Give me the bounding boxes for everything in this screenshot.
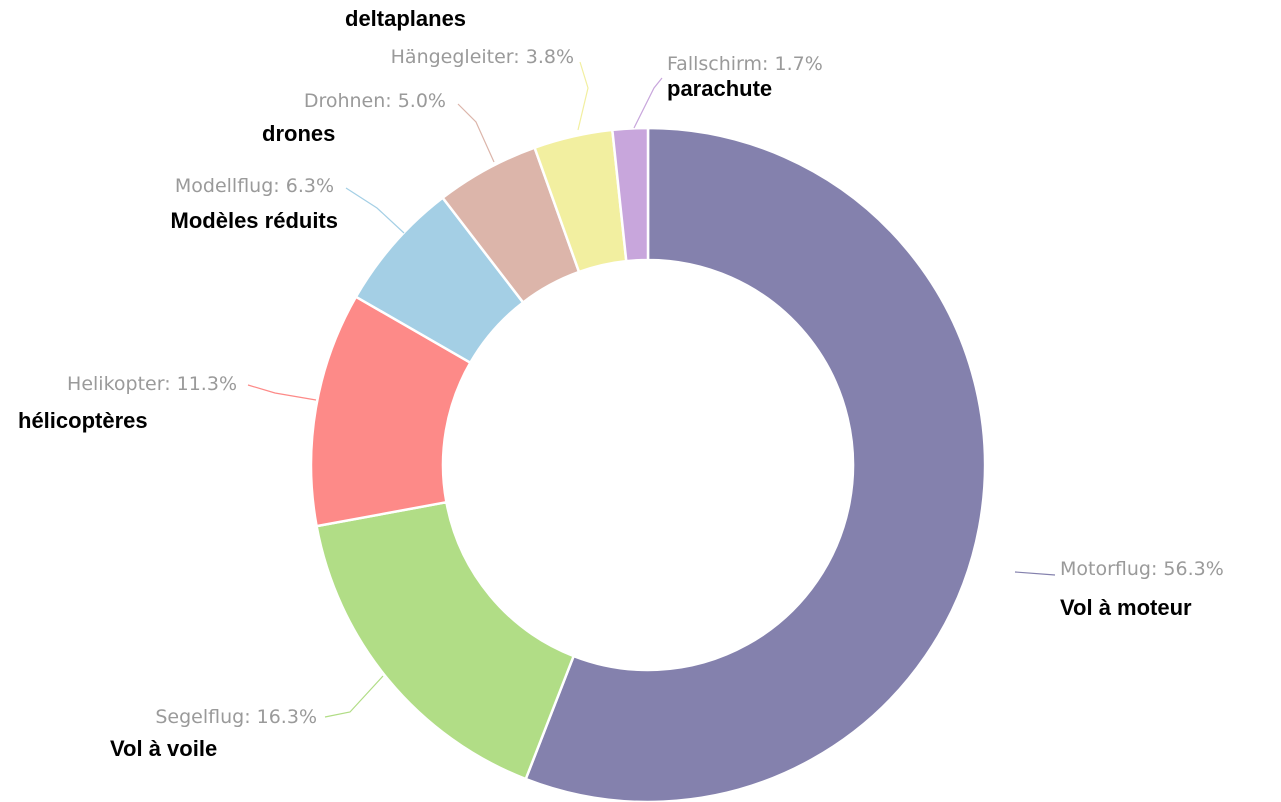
slice-label-modellflug: Modellflug: 6.3% — [175, 175, 334, 197]
donut-slices — [309, 126, 987, 802]
translation-label-drohnen: drones — [262, 121, 335, 146]
slice-label-h-ngegleiter: Hängegleiter: 3.8% — [391, 46, 574, 68]
translation-label-h-ngegleiter: deltaplanes — [345, 6, 466, 31]
leader-lines — [247, 61, 1056, 718]
translation-label-motorflug: Vol à moteur — [1060, 595, 1192, 620]
slice-segelflug[interactable] — [315, 500, 575, 781]
leader-line-modellflug — [345, 187, 405, 234]
translation-label-helikopter: hélicoptères — [18, 408, 148, 433]
translation-label-fallschirm: parachute — [667, 76, 772, 101]
slice-label-fallschirm: Fallschirm: 1.7% — [667, 53, 823, 75]
slice-label-motorflug: Motorflug: 56.3% — [1060, 558, 1224, 580]
leader-line-h-ngegleiter — [577, 61, 589, 131]
slice-label-drohnen: Drohnen: 5.0% — [304, 90, 446, 112]
slice-labels: Motorflug: 56.3% Vol à moteur Segelflug: 1… — [18, 6, 1224, 761]
leader-line-drohnen — [457, 103, 495, 163]
leader-line-segelflug — [324, 675, 384, 718]
leader-line-helikopter — [247, 384, 317, 401]
translation-label-segelflug: Vol à voile — [110, 736, 217, 761]
slice-fallschirm[interactable] — [611, 126, 650, 263]
slice-label-helikopter: Helikopter: 11.3% — [67, 373, 237, 395]
leader-line-fallschirm — [633, 77, 663, 129]
leader-line-motorflug — [1014, 571, 1056, 576]
translation-label-modellflug: Modèles réduits — [171, 208, 338, 233]
slice-motorflug[interactable] — [524, 126, 987, 802]
slice-label-segelflug: Segelflug: 16.3% — [155, 706, 317, 728]
